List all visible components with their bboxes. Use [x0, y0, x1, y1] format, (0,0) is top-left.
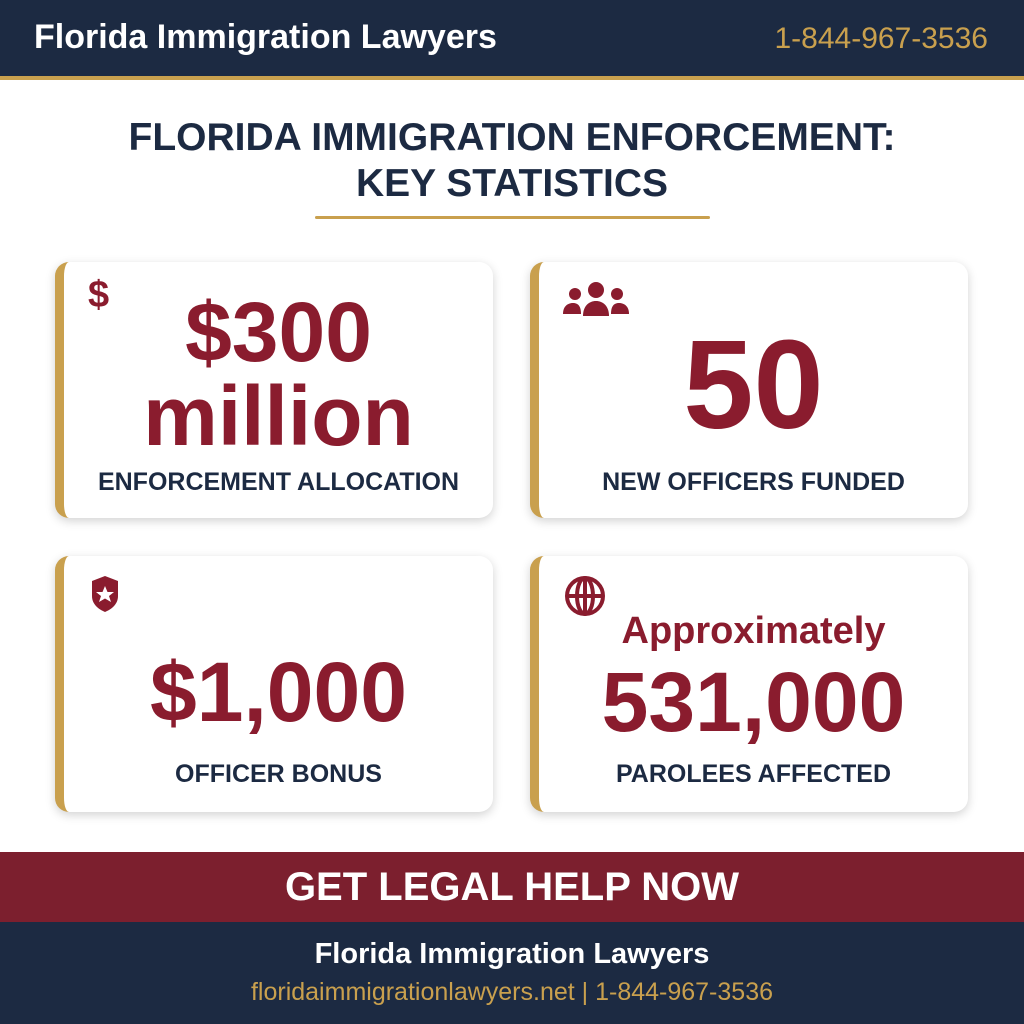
- badge-icon: [92, 576, 118, 612]
- footer-name: Florida Immigration Lawyers: [314, 938, 710, 970]
- stat-label: ENFORCEMENT ALLOCATION: [97, 468, 460, 496]
- stat-label: NEW OFFICERS FUNDED: [602, 468, 905, 496]
- globe-icon: [565, 576, 605, 616]
- header-bar: Florida Immigration Lawyers 1-844-967-35…: [0, 0, 1024, 80]
- heading-line: FLORIDA IMMIGRATION ENFORCEMENT:: [128, 116, 896, 159]
- stat-label: PAROLEES AFFECTED: [615, 760, 891, 788]
- stat-label: OFFICER BONUS: [175, 760, 382, 788]
- stat-card: Approximately 531,000 PAROLEES AFFECTED: [530, 556, 968, 812]
- icon: $: [88, 274, 110, 316]
- people-icon: [563, 282, 629, 316]
- footer-bar: Florida Immigration Lawyers floridaimmig…: [0, 922, 1024, 1024]
- header-phone[interactable]: 1-844-967-3536: [774, 22, 988, 55]
- stat-card: 50 NEW OFFICERS FUNDED: [530, 262, 968, 518]
- stat-value: $300: [185, 285, 372, 379]
- stat-card: $1,000 OFFICER BONUS: [55, 556, 493, 812]
- stat-card: $ $300 million ENFORCEMENT ALLOCATION: [55, 262, 493, 518]
- divider: [315, 216, 710, 219]
- stat-value: 50: [683, 314, 824, 455]
- stat-qualifier: Approximately: [621, 610, 886, 652]
- footer-contact[interactable]: floridaimmigrationlawyers.net | 1-844-96…: [250, 978, 774, 1006]
- cta-button[interactable]: GET LEGAL HELP NOW: [0, 852, 1024, 922]
- stat-value: million: [143, 369, 414, 463]
- stat-value: 531,000: [601, 655, 906, 749]
- header-title: Florida Immigration Lawyers: [34, 18, 497, 56]
- stat-value: $1,000: [150, 645, 407, 739]
- heading-line: KEY STATISTICS: [355, 162, 669, 205]
